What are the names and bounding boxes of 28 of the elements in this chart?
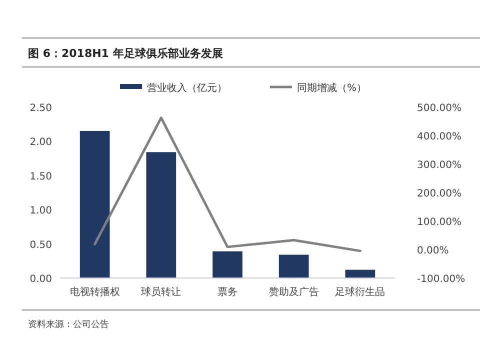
y-tick-label: 1.00 — [30, 206, 52, 217]
x-tick-label: 电视转播权 — [70, 286, 120, 298]
bar — [146, 152, 176, 278]
y-tick-label: 0.00 — [30, 274, 52, 285]
legend-label: 营业收入（亿元） — [147, 82, 227, 94]
x-tick-label: 球员转让 — [141, 286, 182, 298]
legend-label: 同期增减（%） — [297, 82, 367, 94]
y-tick-label: 2.50 — [30, 103, 52, 114]
y2-tick-label: 100.00% — [417, 217, 462, 228]
line-series — [94, 116, 362, 252]
bar — [345, 270, 376, 278]
x-tick-label: 赞助及广告 — [268, 286, 319, 298]
x-tick-label: 足球衍生品 — [335, 286, 386, 298]
x-tick-label: 票务 — [218, 286, 238, 298]
y-tick-label: 0.50 — [30, 240, 52, 251]
y-tick-label: 2.00 — [30, 137, 52, 148]
y2-tick-label: 500.00% — [417, 103, 462, 114]
bar — [80, 130, 110, 278]
y2-tick-label: 200.00% — [417, 188, 462, 200]
text: 资料来源：公司公告 — [28, 319, 109, 330]
bar — [278, 254, 309, 278]
y2-tick-label: -100.00% — [417, 274, 466, 285]
y2-tick-label: 0.00% — [417, 246, 449, 256]
chart-title: 图 6：2018H1 年足球俱乐部业务发展 — [28, 47, 223, 60]
bar — [212, 251, 242, 278]
y2-tick-label: 400.00% — [417, 132, 462, 142]
y-tick-label: 1.50 — [30, 171, 52, 182]
y2-tick-label: 300.00% — [417, 160, 462, 171]
